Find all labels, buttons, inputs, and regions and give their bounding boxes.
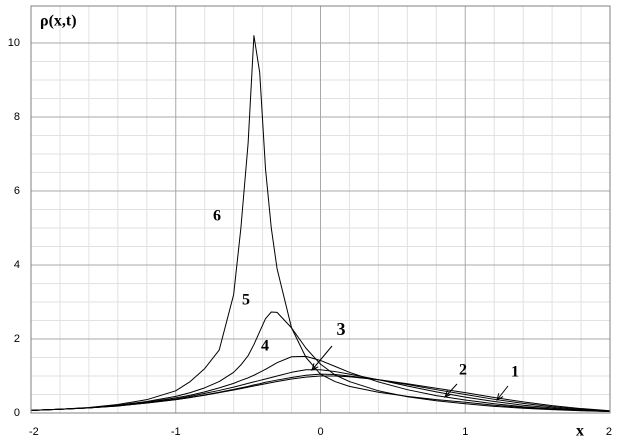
- curve: [30, 373, 611, 412]
- y-tick-label: 2: [14, 333, 20, 345]
- curve-label: 6: [213, 208, 221, 225]
- x-tick-label: -1: [171, 426, 181, 438]
- x-tick-label: 0: [317, 426, 323, 438]
- grid: [30, 6, 611, 414]
- curve-label: 4: [261, 338, 269, 355]
- y-tick-label: 6: [14, 185, 20, 197]
- y-tick-label: 10: [8, 37, 20, 49]
- curve: [30, 369, 611, 412]
- curves: [30, 35, 611, 413]
- curve: [30, 35, 611, 413]
- curve-label: 3: [337, 319, 346, 339]
- x-axis-label: x: [576, 423, 584, 440]
- curve: [30, 311, 611, 413]
- y-tick-label: 0: [14, 407, 20, 419]
- curve-label: 1: [511, 364, 519, 381]
- y-axis-label: ρ(x,t): [40, 13, 77, 30]
- arrow-shaft: [496, 385, 509, 401]
- arrow-head: [311, 363, 319, 371]
- y-tick-label: 4: [14, 259, 20, 271]
- plot-frame: [30, 5, 611, 414]
- arrow-head: [444, 390, 452, 398]
- x-tick-label: 1: [462, 426, 468, 438]
- curve-label: 2: [459, 362, 467, 379]
- x-tick-label: -2: [29, 426, 39, 438]
- curve: [30, 355, 611, 413]
- y-tick-label: 8: [14, 111, 20, 123]
- arrow-shaft: [311, 345, 333, 371]
- x-tick-label: 2: [606, 426, 612, 438]
- arrow-shaft: [444, 383, 458, 398]
- curve-label: 5: [242, 292, 250, 309]
- arrow-head: [496, 393, 504, 402]
